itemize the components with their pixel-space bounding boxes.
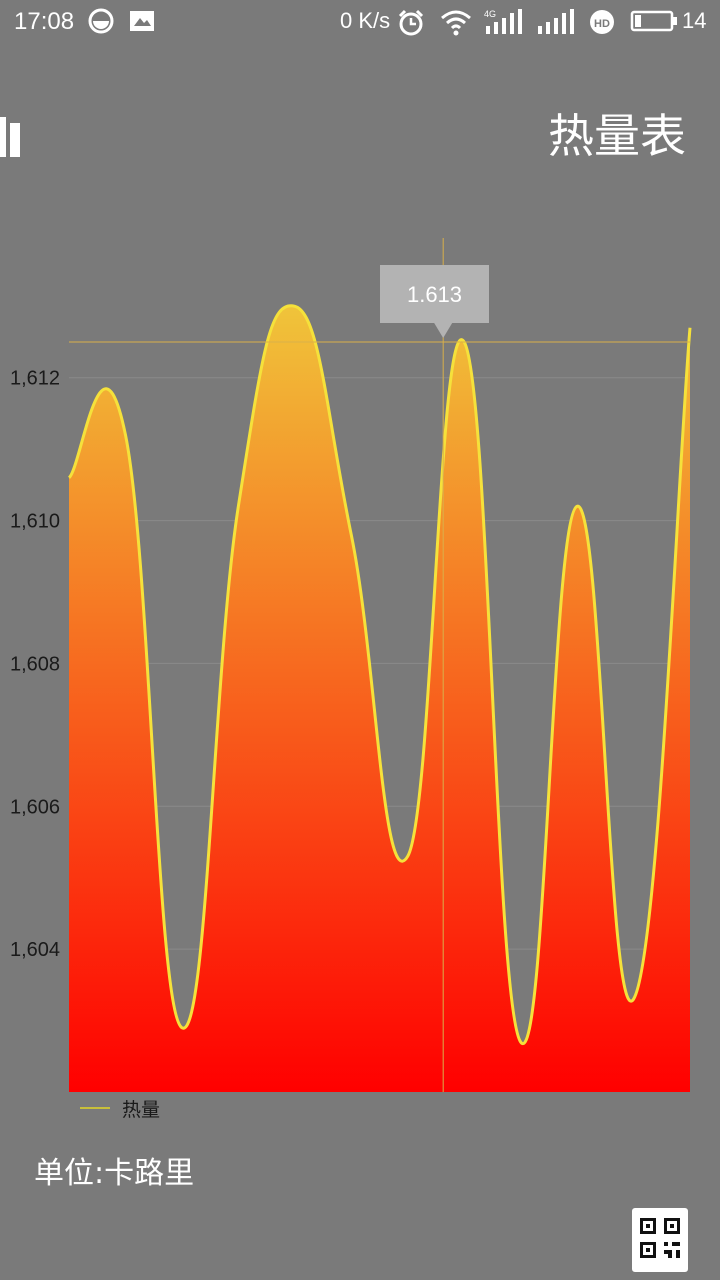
y-tick-label: 1,612 — [10, 368, 60, 390]
signal-4g-icon: 4G — [484, 9, 522, 34]
tooltip-box — [380, 265, 489, 323]
status-time: 17:08 — [14, 8, 75, 35]
chart-legend: 热量 — [80, 1096, 161, 1121]
y-axis: 1,604 1,606 1,608 1,610 1,612 — [10, 368, 60, 961]
tooltip-pointer — [434, 323, 453, 338]
status-bar: 17:08 0 K/s 4G — [0, 0, 720, 44]
image-icon — [130, 11, 154, 31]
y-tick-label: 1,608 — [10, 653, 60, 675]
y-tick-label: 1,606 — [10, 796, 60, 818]
series-area — [69, 305, 690, 1092]
svg-text:HD: HD — [594, 18, 610, 30]
tooltip-value: 1.613 — [407, 282, 462, 307]
series-line — [67, 304, 692, 1046]
bar-chart-icon[interactable] — [0, 115, 22, 157]
y-tick-label: 1,604 — [10, 939, 60, 961]
highlight-marker: 1.613 — [69, 238, 690, 1092]
circle-app-icon — [88, 8, 114, 34]
network-speed: 0 K/s — [340, 8, 391, 33]
svg-text:4G: 4G — [484, 9, 496, 19]
battery-level: 14 — [682, 8, 707, 33]
calorie-chart[interactable]: 1,604 1,606 1,608 1,610 1,612 1.613 — [0, 0, 720, 1100]
signal-icon — [538, 9, 574, 34]
battery-icon — [630, 10, 677, 32]
qr-code-icon — [640, 1218, 680, 1258]
qr-code-button[interactable] — [632, 1208, 688, 1272]
hd-icon: HD — [590, 10, 614, 34]
alarm-icon — [398, 9, 424, 36]
unit-label: 单位:卡路里 — [34, 1156, 195, 1191]
page-title: 热量表 — [548, 109, 686, 163]
legend-line-swatch — [80, 1107, 110, 1109]
y-tick-label: 1,610 — [10, 511, 60, 533]
wifi-icon — [441, 10, 471, 36]
legend-label: 热量 — [122, 1098, 161, 1121]
